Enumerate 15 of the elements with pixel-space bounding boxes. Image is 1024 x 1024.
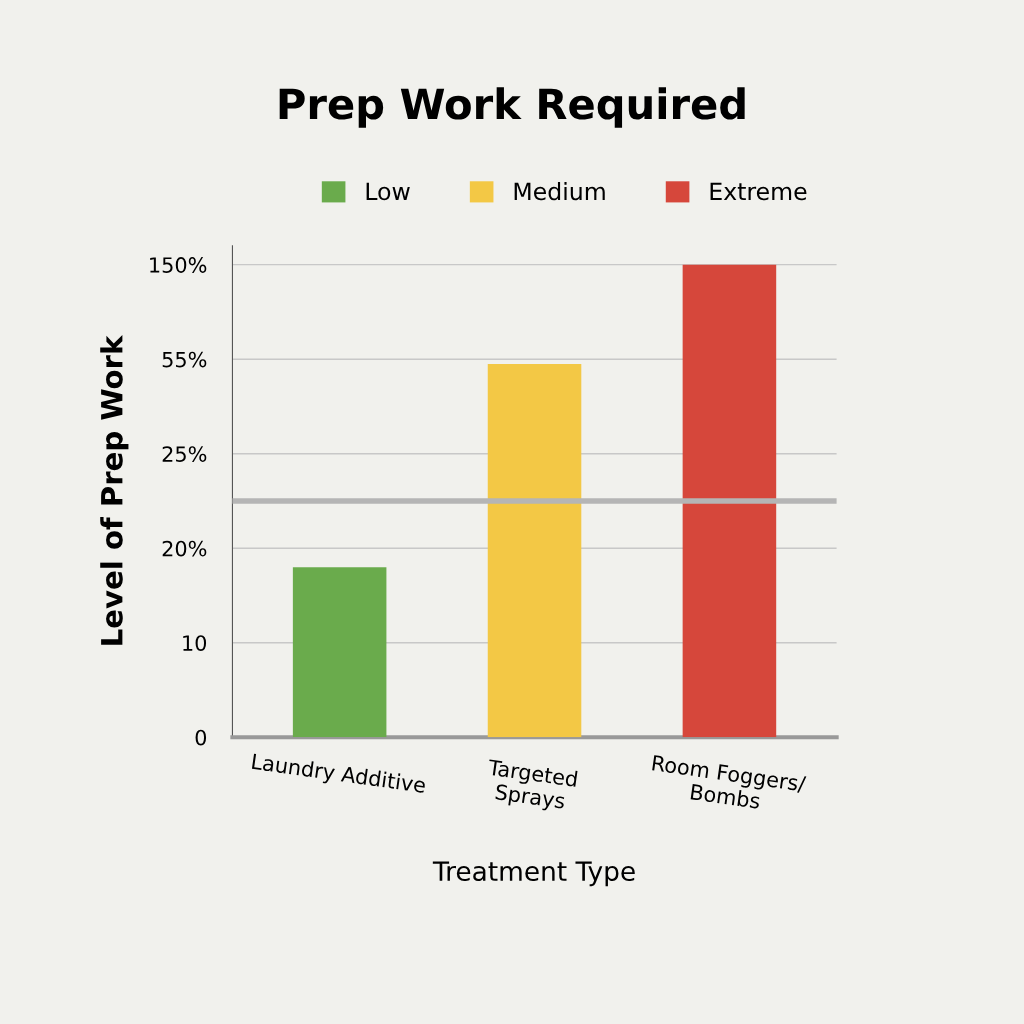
category-label: 10 <box>183 635 207 651</box>
category-label: 150% <box>150 257 207 273</box>
category-label: 20% <box>162 540 207 557</box>
legend-label: Low <box>366 182 410 201</box>
y-axis-title: Level of Prep Work <box>100 335 129 645</box>
category-label: 25% <box>162 446 207 462</box>
x-axis-title: Treatment Type <box>432 861 635 887</box>
legend-label: Medium <box>514 182 605 201</box>
legend-label: Extreme <box>710 182 807 201</box>
category-label: 55% <box>162 351 207 368</box>
chart-title: Prep Work Required <box>279 87 745 128</box>
x-tick-label: Targeted Sprays <box>486 758 578 813</box>
x-tick-label: Room Foggers/ Bombs <box>651 755 807 809</box>
category-label: 0 <box>195 729 207 746</box>
x-tick-label: Laundry Additive <box>251 753 427 798</box>
